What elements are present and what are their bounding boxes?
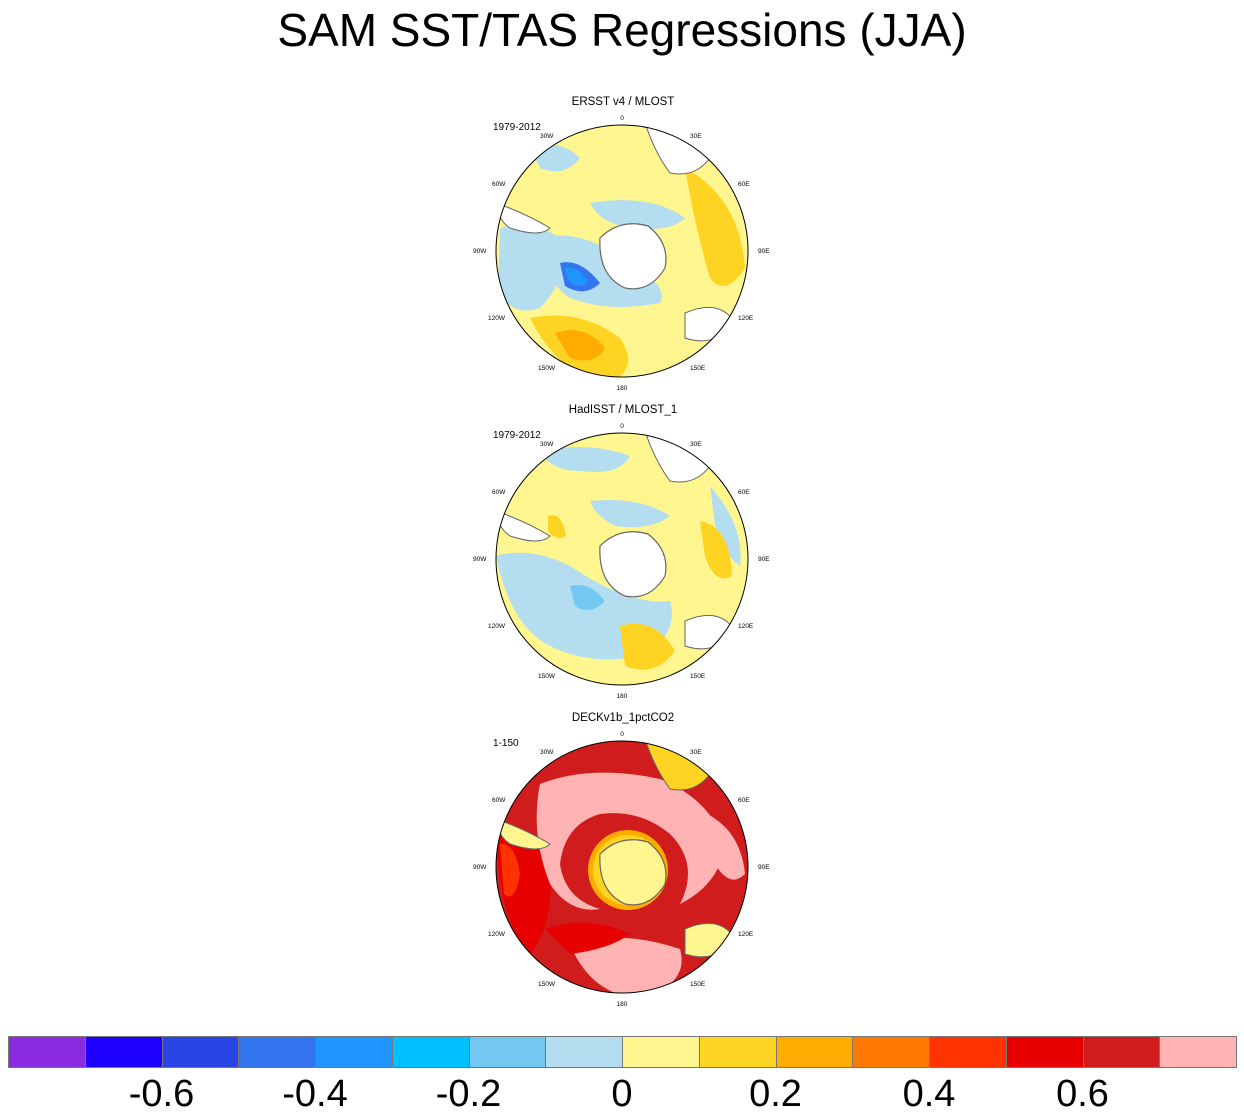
longitude-label: 150W bbox=[538, 981, 556, 988]
longitude-label: 30E bbox=[690, 749, 702, 756]
anomaly-negative bbox=[570, 585, 605, 610]
longitude-label: 180 bbox=[617, 1001, 628, 1008]
panel-period: 1979-2012 bbox=[493, 430, 541, 441]
anomaly-positive bbox=[548, 515, 566, 539]
colorbar-tick-label: 0.6 bbox=[1056, 1073, 1109, 1115]
longitude-label: 90E bbox=[758, 556, 770, 563]
colorbar-swatch bbox=[161, 1036, 240, 1068]
longitude-label: 60W bbox=[492, 489, 506, 496]
longitude-label: 0 bbox=[620, 731, 624, 738]
panel-title: ERSST v4 / MLOST bbox=[571, 96, 675, 108]
colorbar bbox=[8, 1036, 1237, 1070]
longitude-label: 60W bbox=[492, 797, 506, 804]
anomaly-positive bbox=[620, 623, 675, 670]
longitude-label: 120E bbox=[738, 315, 754, 322]
panel-title: HadISST / MLOST_1 bbox=[568, 404, 678, 416]
colorbar-swatch bbox=[545, 1036, 623, 1068]
colorbar-tick-label: -0.2 bbox=[435, 1073, 502, 1115]
longitude-label: 150E bbox=[690, 365, 706, 372]
map-panel-ersst: ERSST v4 / MLOST 1979-2012 0 30E 60E 90E bbox=[470, 96, 780, 396]
colorbar-swatch bbox=[238, 1036, 316, 1068]
longitude-label: 120W bbox=[488, 623, 506, 630]
colorbar-swatch bbox=[698, 1036, 777, 1068]
longitude-label: 30E bbox=[690, 441, 702, 448]
anomaly-positive bbox=[545, 922, 630, 954]
anomaly-negative bbox=[590, 200, 685, 230]
colorbar-swatch bbox=[1082, 1036, 1161, 1068]
longitude-label: 120E bbox=[738, 931, 754, 938]
longitude-label: 0 bbox=[620, 115, 624, 122]
longitude-label: 30W bbox=[540, 441, 554, 448]
longitude-label: 180 bbox=[617, 693, 628, 700]
longitude-label: 150W bbox=[538, 365, 556, 372]
anomaly-negative bbox=[590, 500, 670, 528]
polar-map: 0 30E 60E 90E 120E 150E 180 150W 120W 90… bbox=[473, 731, 770, 1008]
colorbar-swatch bbox=[391, 1036, 470, 1068]
panel-period: 1-150 bbox=[493, 738, 519, 749]
colorbar-swatch bbox=[852, 1036, 930, 1068]
longitude-label: 90W bbox=[473, 864, 487, 871]
colorbar-swatch bbox=[315, 1036, 393, 1068]
longitude-label: 30W bbox=[540, 749, 554, 756]
colorbar-swatch bbox=[84, 1036, 163, 1068]
colorbar-swatch bbox=[929, 1036, 1007, 1068]
longitude-label: 90W bbox=[473, 556, 487, 563]
anomaly-negative bbox=[565, 267, 588, 286]
anomaly-secondary bbox=[695, 809, 745, 880]
polar-map: 0 30E 60E 90E 120E 150E 180 150W 120W 90… bbox=[473, 115, 770, 392]
longitude-label: 30E bbox=[690, 133, 702, 140]
colorbar-swatch bbox=[622, 1036, 700, 1068]
anomaly-negative bbox=[540, 447, 630, 472]
colorbar-swatch bbox=[775, 1036, 854, 1068]
longitude-label: 180 bbox=[617, 385, 628, 392]
longitude-label: 120W bbox=[488, 931, 506, 938]
anomaly-negative bbox=[710, 486, 741, 566]
colorbar-swatch bbox=[8, 1036, 86, 1068]
longitude-label: 90W bbox=[473, 248, 487, 255]
colorbar-tick-label: -0.4 bbox=[282, 1073, 348, 1115]
colorbar-swatch bbox=[468, 1036, 547, 1068]
longitude-label: 30W bbox=[540, 133, 554, 140]
colorbar-tick-label: 0.2 bbox=[749, 1073, 802, 1115]
panel-title: DECKv1b_1pctCO2 bbox=[571, 712, 675, 724]
anomaly-positive bbox=[700, 521, 732, 579]
anomaly-positive bbox=[500, 843, 520, 897]
longitude-label: 90E bbox=[758, 864, 770, 871]
longitude-label: 60E bbox=[738, 797, 750, 804]
longitude-label: 0 bbox=[620, 423, 624, 430]
panel-period: 1979-2012 bbox=[493, 122, 541, 133]
longitude-label: 60E bbox=[738, 181, 750, 188]
polar-map: 0 30E 60E 90E 120E 150E 180 150W 120W 90… bbox=[473, 423, 770, 700]
longitude-label: 90E bbox=[758, 248, 770, 255]
longitude-label: 60W bbox=[492, 181, 506, 188]
longitude-label: 150E bbox=[690, 673, 706, 680]
longitude-label: 120W bbox=[488, 315, 506, 322]
longitude-label: 60E bbox=[738, 489, 750, 496]
colorbar-tick-label: 0.4 bbox=[902, 1073, 956, 1115]
anomaly-positive bbox=[685, 168, 745, 286]
figure-title: SAM SST/TAS Regressions (JJA) bbox=[277, 4, 967, 56]
antarctica bbox=[599, 531, 667, 598]
longitude-label: 150W bbox=[538, 673, 556, 680]
anomaly-secondary bbox=[570, 937, 682, 993]
antarctica bbox=[599, 223, 667, 290]
longitude-label: 120E bbox=[738, 623, 754, 630]
anomaly-positive bbox=[555, 330, 605, 361]
colorbar-tick-label: -0.6 bbox=[128, 1073, 195, 1115]
longitude-label: 150E bbox=[690, 981, 706, 988]
map-panel-deck: DECKv1b_1pctCO2 1-150 0 30E 60E 90E 120E… bbox=[470, 712, 780, 1012]
anomaly-secondary bbox=[536, 772, 725, 910]
colorbar-tick-label: 0 bbox=[611, 1073, 633, 1115]
antarctica bbox=[599, 839, 667, 906]
colorbar-swatch bbox=[1159, 1036, 1237, 1068]
map-panel-hadisst: HadISST / MLOST_1 1979-2012 0 30E 60E 90… bbox=[470, 404, 780, 704]
colorbar-swatch bbox=[1005, 1036, 1084, 1068]
